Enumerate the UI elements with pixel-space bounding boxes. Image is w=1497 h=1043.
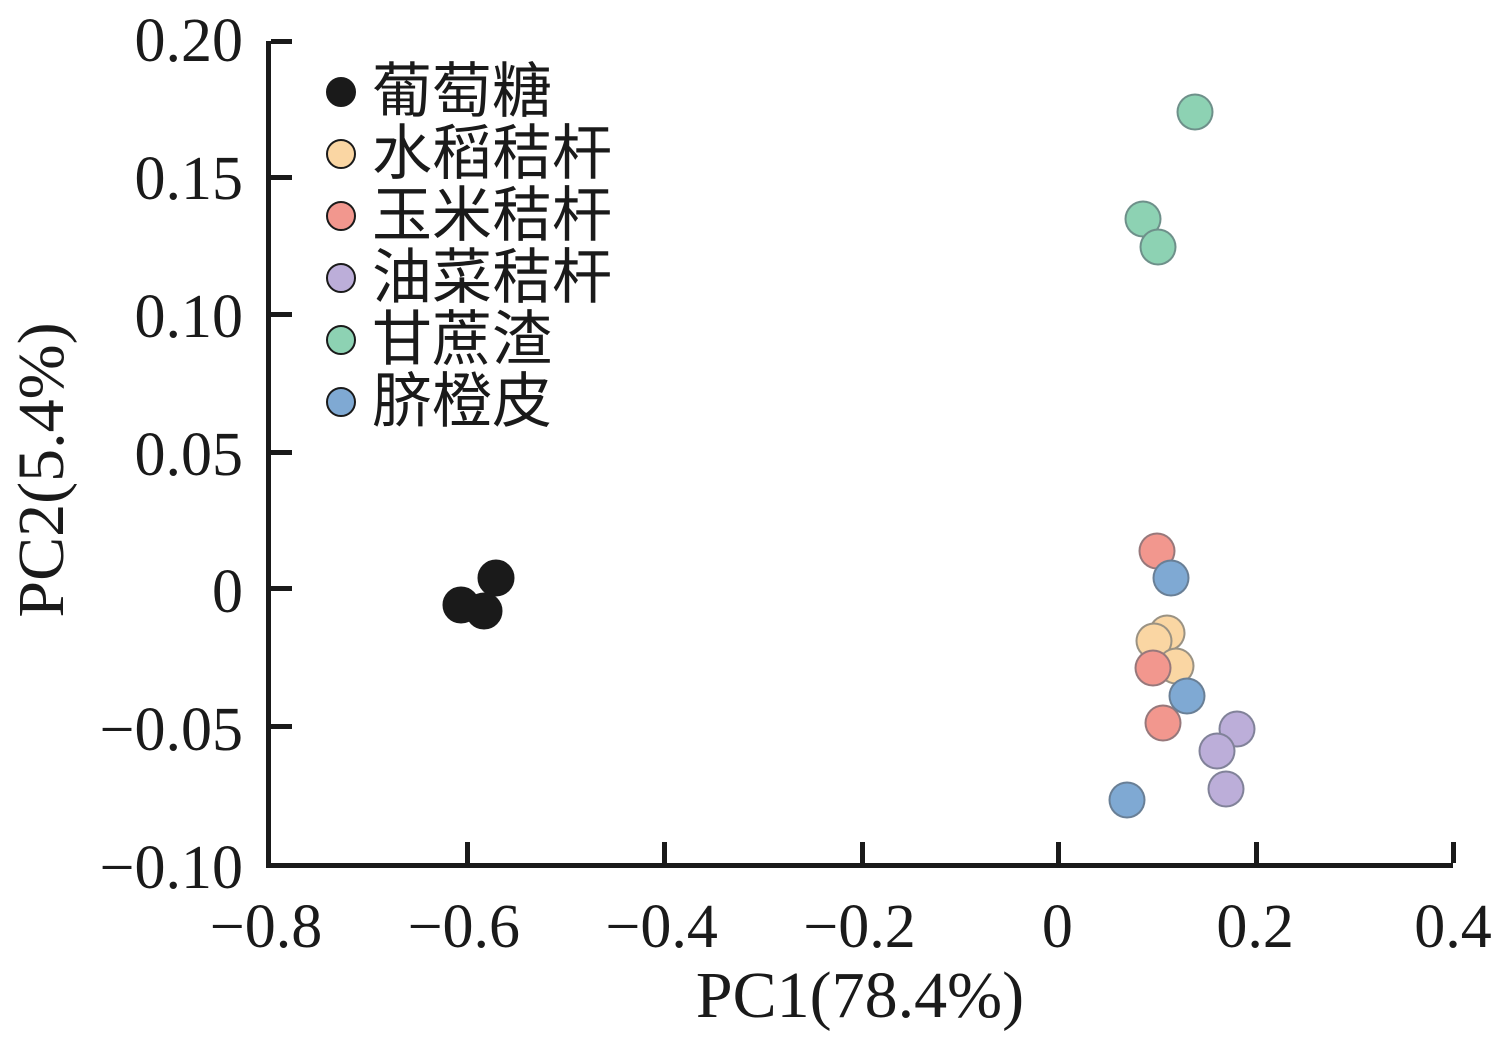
point-glucose-1 (477, 559, 515, 597)
point-corn-straw-2 (1134, 649, 1172, 687)
legend-row-glucose: 葡萄糖 (326, 61, 612, 123)
point-orange-peel-3 (1108, 781, 1146, 819)
point-bagasse-1 (1176, 93, 1214, 131)
x-tick-mark-0 (465, 842, 471, 863)
x-tick-mark-1 (662, 842, 668, 863)
y-tick-label-0.20: 0.20 (134, 7, 244, 75)
legend-label-rapeseed-straw: 油菜秸杆 (372, 245, 612, 311)
legend-row-corn-straw: 玉米秸杆 (326, 185, 612, 247)
point-corn-straw-3 (1144, 704, 1182, 742)
legend-marker-rice-straw (326, 139, 356, 169)
y-tick-label-−0.05: −0.05 (99, 696, 243, 765)
legend-marker-corn-straw (326, 201, 356, 231)
point-rapeseed-straw-3 (1207, 770, 1245, 808)
point-orange-peel-2 (1168, 677, 1206, 715)
x-tick-mark-4 (1253, 842, 1259, 863)
legend-row-bagasse: 甘蔗渣 (326, 309, 612, 371)
y-tick-label-−0.10: −0.10 (99, 834, 243, 902)
x-tick-mark-3 (1056, 842, 1062, 863)
point-bagasse-3 (1139, 228, 1177, 265)
legend-label-corn-straw: 玉米秸杆 (372, 183, 612, 249)
legend-label-rice-straw: 水稻秸杆 (372, 121, 612, 187)
y-tick-mark-1 (271, 175, 292, 181)
legend-label-glucose: 葡萄糖 (372, 59, 552, 125)
x-tick-mark-5 (1450, 842, 1456, 863)
legend-label-bagasse: 甘蔗渣 (372, 307, 552, 373)
plot-area (266, 38, 1456, 868)
x-tick-label-−0.8: −0.8 (209, 893, 323, 961)
legend-row-rapeseed-straw: 油菜秸杆 (326, 247, 612, 309)
y-tick-label-0: 0 (212, 558, 243, 627)
y-tick-label-0.05: 0.05 (134, 420, 244, 489)
x-tick-mark-2 (859, 842, 865, 863)
legend: 葡萄糖 水稻秸杆 玉米秸杆 油菜秸杆 甘蔗渣 脐橙皮 (326, 61, 612, 433)
legend-marker-glucose (326, 77, 356, 107)
y-tick-label-0.10: 0.10 (134, 282, 244, 351)
x-tick-label-0.2: 0.2 (1216, 893, 1294, 961)
y-tick-mark-2 (271, 312, 292, 318)
y-tick-mark-3 (271, 449, 292, 455)
x-tick-label-−0.6: −0.6 (407, 893, 521, 961)
y-tick-label-0.15: 0.15 (134, 144, 244, 213)
legend-marker-bagasse (326, 325, 356, 355)
point-glucose-3 (465, 592, 503, 630)
x-tick-label-0.4: 0.4 (1414, 893, 1492, 961)
point-orange-peel-1 (1152, 559, 1190, 597)
legend-row-orange-peel: 脐橙皮 (326, 371, 612, 433)
legend-marker-rapeseed-straw (326, 263, 356, 293)
x-tick-label-−0.2: −0.2 (803, 893, 916, 961)
legend-row-rice-straw: 水稻秸杆 (326, 123, 612, 185)
x-axis-label: PC1(78.4%) (695, 959, 1025, 1032)
point-rapeseed-straw-2 (1198, 732, 1236, 770)
legend-label-orange-peel: 脐橙皮 (372, 369, 552, 435)
y-tick-mark-4 (271, 586, 292, 592)
y-tick-mark-5 (271, 723, 292, 729)
legend-marker-orange-peel (326, 387, 356, 417)
y-tick-mark-0 (271, 38, 292, 44)
x-tick-label-−0.4: −0.4 (605, 893, 718, 961)
x-tick-label-0: 0 (1041, 893, 1073, 961)
